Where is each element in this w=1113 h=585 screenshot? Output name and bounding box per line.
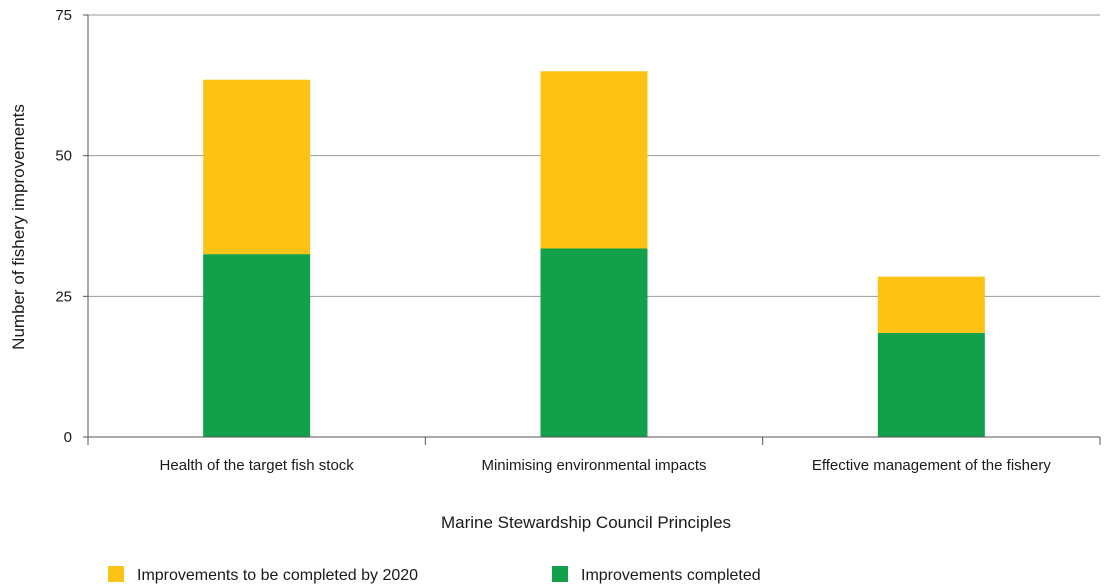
y-tick-label: 25 [55, 288, 72, 305]
y-tick-label: 50 [55, 148, 72, 165]
x-category-label: Minimising environmental impacts [481, 457, 706, 474]
bar-to-be-completed-2 [540, 71, 648, 249]
bar-to-be-completed-1 [203, 79, 311, 255]
axes [83, 14, 1101, 445]
legend-label-1: Improvements to be completed by 2020 [137, 567, 418, 584]
y-axis-title: Number of fishery improvements [9, 104, 28, 350]
x-category-label: Effective management of the fishery [812, 457, 1052, 474]
legend-label-2: Improvements completed [581, 567, 761, 584]
y-tick-label: 0 [64, 429, 72, 446]
bar-completed-1 [203, 254, 311, 437]
legend-swatch-2 [552, 566, 568, 582]
legend: Improvements to be completed by 2020 Impr… [108, 566, 761, 584]
x-axis-title: Marine Stewardship Council Principles [441, 513, 731, 532]
x-tick-labels: Health of the target fish stock Minimisin… [160, 457, 1052, 474]
bar-completed-3 [877, 332, 985, 437]
x-category-label: Health of the target fish stock [160, 457, 355, 474]
y-tick-label: 75 [55, 7, 72, 24]
bar-completed-2 [540, 248, 648, 437]
bar-to-be-completed-3 [877, 276, 985, 333]
legend-swatch-1 [108, 566, 124, 582]
bars [203, 71, 985, 437]
y-tick-labels: 0 25 50 75 [55, 7, 72, 446]
